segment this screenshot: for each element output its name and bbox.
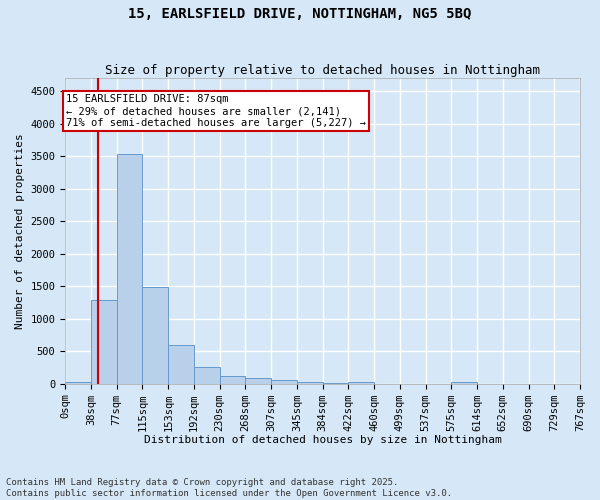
Text: 15 EARLSFIELD DRIVE: 87sqm
← 29% of detached houses are smaller (2,141)
71% of s: 15 EARLSFIELD DRIVE: 87sqm ← 29% of deta…: [66, 94, 366, 128]
Text: Contains HM Land Registry data © Crown copyright and database right 2025.
Contai: Contains HM Land Registry data © Crown c…: [6, 478, 452, 498]
Bar: [65, 382, 91, 384]
Bar: [168, 346, 194, 384]
Title: Size of property relative to detached houses in Nottingham: Size of property relative to detached ho…: [105, 64, 540, 77]
Bar: [451, 382, 477, 384]
Text: 15, EARLSFIELD DRIVE, NOTTINGHAM, NG5 5BQ: 15, EARLSFIELD DRIVE, NOTTINGHAM, NG5 5B…: [128, 8, 472, 22]
Bar: [271, 380, 297, 384]
Bar: [117, 154, 142, 384]
Y-axis label: Number of detached properties: Number of detached properties: [15, 133, 25, 329]
Bar: [220, 376, 245, 384]
Bar: [142, 287, 168, 384]
Bar: [91, 300, 117, 384]
X-axis label: Distribution of detached houses by size in Nottingham: Distribution of detached houses by size …: [144, 435, 502, 445]
Bar: [297, 382, 323, 384]
Bar: [349, 382, 374, 384]
Bar: [245, 378, 271, 384]
Bar: [323, 383, 349, 384]
Bar: [194, 368, 220, 384]
